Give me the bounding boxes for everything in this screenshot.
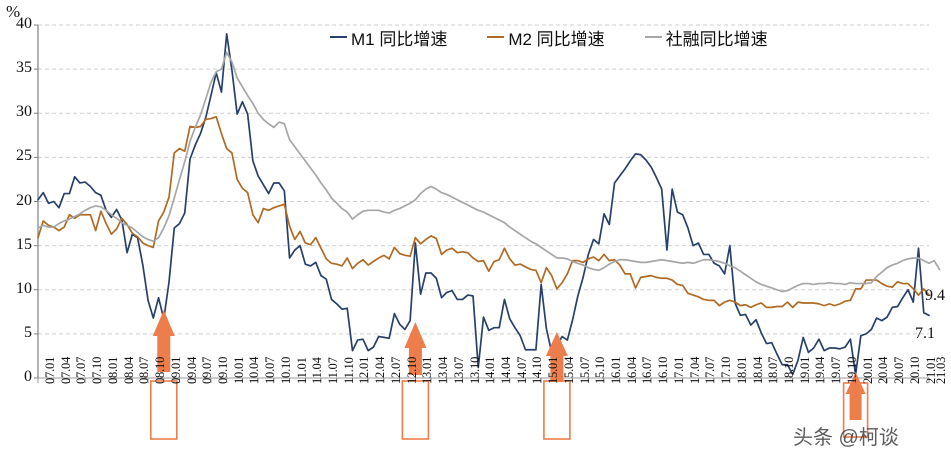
x-axis-tick-label: 19.07 <box>829 356 844 384</box>
legend-line-swatch <box>330 36 347 38</box>
x-axis-tick-label: 07.01 <box>43 356 57 384</box>
x-axis-tick-label: 14.07 <box>514 356 529 384</box>
x-axis-tick-label: 18.04 <box>750 356 765 384</box>
series-end-value: 9.4 <box>925 287 945 304</box>
x-axis-tick-label: 11.01 <box>294 357 309 384</box>
x-axis-tick-label: 08.10 <box>153 356 168 384</box>
y-axis-tick-label: 35 <box>16 59 32 77</box>
x-axis-tick-label: 15.07 <box>577 356 592 384</box>
legend-line-swatch <box>644 36 662 38</box>
x-axis-tick-label: 12.04 <box>373 356 388 384</box>
x-axis-tick-label: 11.07 <box>326 357 341 384</box>
x-axis-tick-label: 10.04 <box>247 356 262 384</box>
y-axis-tick-label: 40 <box>16 15 32 32</box>
x-axis-tick-label: 08.07 <box>137 356 152 384</box>
legend-line-swatch <box>487 36 505 38</box>
x-axis-tick-label: 07.10 <box>90 356 105 384</box>
legend-label: M1 同比增速 <box>351 29 448 49</box>
y-axis-tick-label: 0 <box>24 368 32 385</box>
x-axis-tick-label: 07.04 <box>58 356 73 384</box>
x-axis-tick-label: 20.01 <box>860 356 875 384</box>
x-axis-tick-label: 16.04 <box>624 356 639 384</box>
legend-label: 社融同比增速 <box>665 29 768 49</box>
x-axis-tick-label: 17.07 <box>703 356 718 384</box>
x-axis-tick-label: 18.01 <box>734 356 749 384</box>
y-axis-tick-label: 20 <box>16 191 32 209</box>
x-axis-tick-label: 18.10 <box>782 356 796 384</box>
x-axis-tick-label: 11.10 <box>341 357 356 384</box>
x-axis-tick-label: 10.01 <box>231 356 246 384</box>
x-axis-tick-label: 13.10 <box>467 356 482 384</box>
y-axis-unit-label: % <box>6 2 21 21</box>
x-axis-tick-label: 12.10 <box>404 356 419 384</box>
x-axis-tick-label: 15.01 <box>546 356 561 384</box>
watermark: 头条 @柯谈 <box>793 427 899 449</box>
y-axis-tick-label: 5 <box>24 323 32 341</box>
x-axis-tick-label: 17.01 <box>671 356 686 384</box>
x-axis-tick-label: 15.04 <box>561 356 576 384</box>
x-axis-tick-label: 21.03 <box>934 356 948 384</box>
x-axis-tick-label: 20.07 <box>892 356 907 384</box>
y-axis-tick-label: 15 <box>16 235 32 253</box>
x-axis-tick-label: 14.01 <box>483 356 498 384</box>
x-axis-tick-label: 20.04 <box>876 356 891 384</box>
x-axis-tick-label: 12.01 <box>357 356 372 384</box>
x-axis-tick-label: 17.04 <box>687 356 702 384</box>
y-axis-tick-label: 10 <box>16 279 32 297</box>
legend-item-2: M2 同比增速 <box>487 25 605 50</box>
x-axis-tick-label: 16.07 <box>640 356 655 384</box>
x-axis-tick-label: 07.07 <box>74 356 89 384</box>
x-axis-tick-label: 19.04 <box>813 356 828 384</box>
x-axis-tick-label: 14.04 <box>498 356 513 384</box>
x-axis-tick-label: 09.01 <box>168 356 183 384</box>
x-axis-tick-label: 10.10 <box>278 356 293 384</box>
chart-legend: M1 同比增速 M2 同比增速 社融同比增速 <box>330 22 940 52</box>
x-axis-tick-label: 09.07 <box>200 356 215 384</box>
x-axis-tick-label: 19.10 <box>844 356 859 384</box>
x-axis-tick-label: 09.04 <box>184 356 199 384</box>
x-axis-tick-label: 16.10 <box>656 356 671 384</box>
x-axis-tick-label: 15.10 <box>593 356 608 384</box>
x-axis-tick-label: 20.10 <box>907 356 922 384</box>
x-axis-tick-label: 11.04 <box>310 357 325 384</box>
x-axis-tick-label: 16.01 <box>609 356 624 384</box>
x-axis-tick-label: 08.04 <box>121 356 136 384</box>
y-axis-tick-label: 30 <box>16 103 32 121</box>
legend-item-3: 社融同比增速 <box>644 25 768 50</box>
x-axis-tick-label: 12.07 <box>388 356 403 384</box>
x-axis-tick-label: 13.07 <box>451 356 466 384</box>
series-end-value: 7.1 <box>915 325 935 342</box>
x-axis-tick-label: 18.07 <box>766 356 781 384</box>
x-axis-tick-label: 09.10 <box>215 356 230 384</box>
x-axis-tick-label: 17.10 <box>719 356 734 384</box>
y-axis-tick-label: 25 <box>16 147 32 165</box>
x-axis-tick-label: 10.07 <box>263 356 278 384</box>
legend-item-1: M1 同比增速 <box>330 25 447 50</box>
x-axis-tick-label: 19.01 <box>797 356 812 384</box>
legend-label: M2 同比增速 <box>508 29 605 49</box>
x-axis-tick-label: 13.01 <box>420 356 435 384</box>
x-axis-tick-label: 08.01 <box>105 356 120 384</box>
x-axis-tick-label: 13.04 <box>436 356 451 384</box>
x-axis-tick-label: 14.10 <box>530 356 545 384</box>
